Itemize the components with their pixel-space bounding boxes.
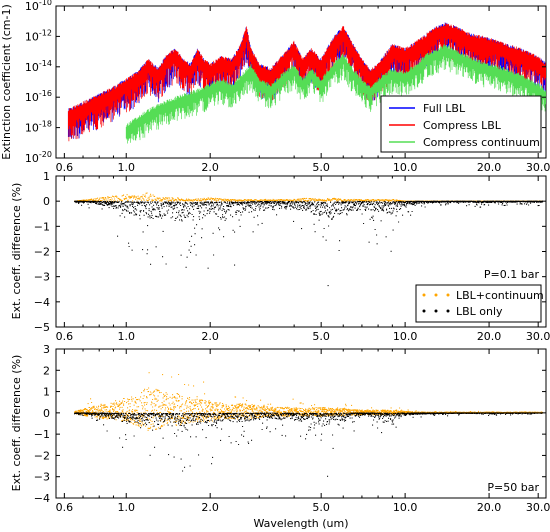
x-tick-label: 0.6 [56,161,74,174]
y-tick-label: 10-20 [25,150,52,165]
x-tick-label: 20.0 [477,501,502,514]
y-tick-label: 10-10 [25,0,52,13]
panel-extinction-legend: Full LBL Compress LBL Compress continuum [380,95,542,153]
panel-difference-01bar-legend: LBL+continuum LBL only [415,284,544,323]
x-tick-label: 30.0 [526,161,550,174]
panel-difference-50bar-x-axis-label: Wavelength (um) [253,517,348,530]
x-tick-label: 2.0 [201,330,219,343]
panel-extinction-y-ticks: 10-10 10-12 10-14 10-16 10-18 10-20 [25,0,546,165]
y-tick-label: −1 [34,220,50,233]
y-tick-label: 10-18 [25,120,52,135]
panel-extinction-x-ticks: 0.6 1.0 2.0 5.0 10.0 20.0 30.0 [56,6,550,174]
y-tick-label: 0 [43,407,50,420]
legend-swatch-dot [446,309,450,313]
legend-swatch-dot [434,293,438,297]
legend-swatch-dot [446,293,450,297]
series-lbl-only [74,200,544,287]
series-lbl-only [74,412,544,477]
x-tick-label: 5.0 [312,501,330,514]
panel-extinction-y-axis-label: Extinction coefficient (cm-1) [0,4,13,160]
y-tick-label: −1 [34,428,50,441]
y-tick-label: 1 [43,386,50,399]
panel-extinction: 10-10 10-12 10-14 10-16 10-18 10-20 0.6 1.0 2.0… [0,0,550,174]
legend-label: Compress continuum [423,136,540,149]
x-tick-label: 20.0 [477,161,502,174]
y-tick-label: 2 [43,364,50,377]
y-tick-label: −3 [34,471,50,484]
y-tick-label: 10-12 [25,28,52,43]
x-tick-label: 2.0 [201,161,219,174]
y-tick-label: −4 [34,492,50,505]
legend-box [415,284,542,323]
x-tick-label: 10.0 [393,330,418,343]
panel-difference-01bar-y-ticks: 1 0 −1 −2 −3 −4 −5 [34,170,546,334]
panel-difference-50bar-y-ticks: 3 2 1 0 −1 −2 −3 −4 [34,343,546,505]
y-tick-label: −3 [34,271,50,284]
x-tick-label: 0.6 [56,501,74,514]
panel-difference-50bar-x-ticks: 0.6 1.0 2.0 5.0 10.0 20.0 30.0 [56,349,550,514]
x-tick-label: 1.0 [117,161,135,174]
legend-label: LBL only [456,305,503,318]
x-tick-label: 0.6 [56,330,74,343]
x-tick-label: 10.0 [393,161,418,174]
y-tick-label: 3 [43,343,50,356]
y-tick-label: −4 [34,296,50,309]
panel-difference-50bar-data [74,372,544,477]
series-lbl-continuum [74,192,544,202]
y-tick-label: −2 [34,246,50,259]
legend-swatch-dot [434,309,438,313]
x-tick-label: 5.0 [312,161,330,174]
series-compress-lbl [67,23,546,142]
x-tick-label: 2.0 [201,501,219,514]
panel-difference-50bar: 3 2 1 0 −1 −2 −3 −4 0.6 1.0 2.0 5.0 10.0 20.0 30.0 Ex… [10,343,550,530]
y-tick-label: 10-14 [25,59,52,74]
y-tick-label: 1 [43,170,50,183]
x-tick-label: 20.0 [477,330,502,343]
x-tick-label: 30.0 [526,501,550,514]
x-tick-label: 1.0 [117,330,135,343]
legend-label: LBL+continuum [456,289,544,302]
legend-swatch-dot [422,309,426,313]
panel-difference-01bar-data [74,192,544,287]
x-tick-label: 10.0 [393,501,418,514]
panel-difference-01bar: 1 0 −1 −2 −3 −4 −5 0.6 1.0 2.0 5.0 10.0 20.0 30.0 Ex… [10,170,550,343]
panel-difference-50bar-y-axis-label: Ext. coeff. difference (%) [10,355,23,492]
panel-difference-01bar-x-ticks: 0.6 1.0 2.0 5.0 10.0 20.0 30.0 [56,176,550,343]
panel-difference-01bar-pressure-annotation: P=0.1 bar [484,268,540,281]
y-tick-label: −5 [34,321,50,334]
legend-label: Full LBL [423,102,466,115]
x-tick-label: 1.0 [117,501,135,514]
panel-difference-01bar-y-axis-label: Ext. coeff. difference (%) [10,183,23,320]
series-compress-continuum [125,44,546,144]
panel-extinction-data [67,22,546,144]
panel-difference-50bar-frame [55,348,547,499]
panel-difference-50bar-pressure-annotation: P=50 bar [487,481,539,494]
x-tick-label: 5.0 [312,330,330,343]
x-tick-label: 30.0 [526,330,550,343]
legend-label: Compress LBL [423,119,502,132]
y-tick-label: −2 [34,449,50,462]
y-tick-label: 0 [43,195,50,208]
y-tick-label: 10-16 [25,89,52,104]
legend-swatch-dot [422,293,426,297]
series-lbl-continuum [74,372,544,431]
